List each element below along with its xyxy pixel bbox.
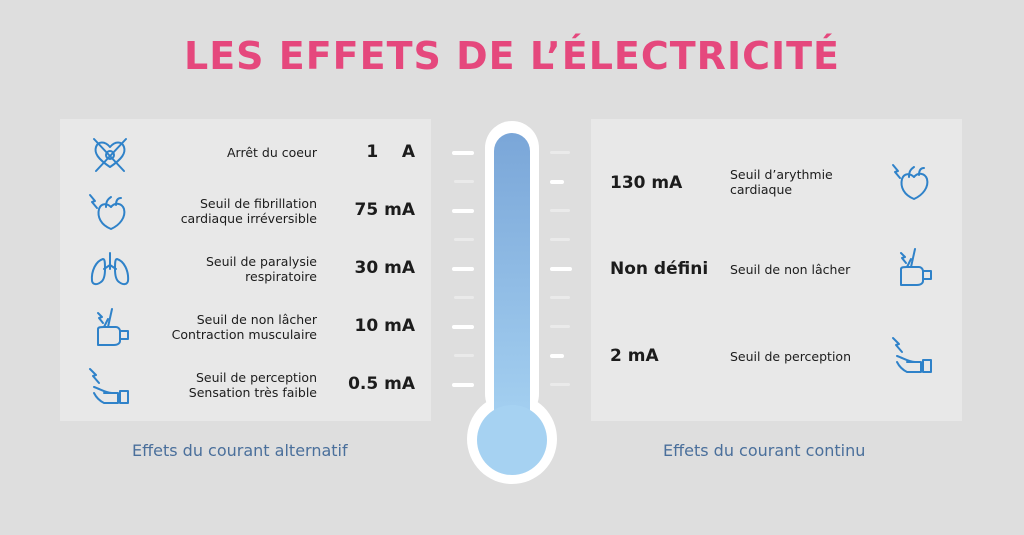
ac-row-respiratory-paralysis: Seuil de paralysie respiratoire 30 mA <box>60 245 431 295</box>
ac-row-cardiac-arrest: Arrêt du coeur 1 A <box>60 129 431 179</box>
label-line: cardiaque <box>730 182 793 197</box>
dc-row-perception: 2 mA Seuil de perception <box>591 332 962 382</box>
label-line: respiratoire <box>245 269 317 284</box>
ac-caption: Effets du courant alternatif <box>132 441 348 460</box>
dc-value-1: Non défini <box>610 259 709 279</box>
ac-label-1: Seuil de fibrillation cardiaque irrévers… <box>127 196 317 226</box>
ac-value-4: 0.5 mA <box>348 374 415 394</box>
ac-row-no-release: Seuil de non lâcher Contraction musculai… <box>60 303 431 353</box>
label-line: Seuil de non lâcher <box>196 312 317 327</box>
label-line: Seuil de perception <box>196 370 317 385</box>
grip-hand-icon <box>887 245 939 291</box>
label-line: Seuil de non lâcher <box>730 262 851 277</box>
ac-row-fibrillation: Seuil de fibrillation cardiaque irrévers… <box>60 187 431 237</box>
dc-value-0: 130 mA <box>610 173 683 193</box>
open-hand-shock-icon <box>887 332 939 378</box>
lungs-icon <box>84 247 136 293</box>
dc-label-2: Seuil de perception <box>730 349 880 364</box>
label-line: Contraction musculaire <box>171 327 317 342</box>
ac-value-3: 10 mA <box>354 316 415 336</box>
label-line: Sensation très faible <box>188 385 317 400</box>
thermometer-ticks-left <box>452 151 474 387</box>
label-line: cardiaque irréversible <box>180 211 317 226</box>
ac-label-4: Seuil de perception Sensation très faibl… <box>127 370 317 400</box>
thermometer-bulb <box>477 405 547 475</box>
dc-label-0: Seuil d’arythmie cardiaque <box>730 167 880 197</box>
label-line: Arrêt du coeur <box>226 145 317 160</box>
ac-label-3: Seuil de non lâcher Contraction musculai… <box>127 312 317 342</box>
thermometer <box>452 121 572 484</box>
label-line: Seuil de perception <box>730 349 851 364</box>
alternating-current-panel: Arrêt du coeur 1 A Seuil de fibrillation… <box>60 119 431 421</box>
thermometer-ticks-right <box>550 151 572 386</box>
heart-shock-icon <box>887 159 939 205</box>
label-line: Seuil d’arythmie <box>730 167 833 182</box>
label-line: Seuil de fibrillation <box>199 196 317 211</box>
dc-label-1: Seuil de non lâcher <box>730 262 880 277</box>
page-title: LES EFFETS DE L’ÉLECTRICITÉ <box>183 34 840 78</box>
dc-caption: Effets du courant continu <box>663 441 866 460</box>
ac-label-0: Arrêt du coeur <box>127 145 317 160</box>
ac-value-2: 30 mA <box>354 258 415 278</box>
heart-stopped-icon <box>84 131 136 177</box>
dc-row-no-release: Non défini Seuil de non lâcher <box>591 245 962 295</box>
dc-row-arrhythmia: 130 mA Seuil d’arythmie cardiaque <box>591 159 962 209</box>
dc-value-2: 2 mA <box>610 346 659 366</box>
thermometer-column <box>494 133 530 433</box>
grip-hand-icon <box>84 305 136 351</box>
open-hand-shock-icon <box>84 363 136 409</box>
heart-shock-icon <box>84 189 136 235</box>
direct-current-panel: 130 mA Seuil d’arythmie cardiaque Non dé… <box>591 119 962 421</box>
ac-label-2: Seuil de paralysie respiratoire <box>127 254 317 284</box>
label-line: Seuil de paralysie <box>205 254 317 269</box>
ac-row-perception: Seuil de perception Sensation très faibl… <box>60 361 431 411</box>
ac-value-0: 1 A <box>366 142 415 162</box>
ac-value-1: 75 mA <box>354 200 415 220</box>
